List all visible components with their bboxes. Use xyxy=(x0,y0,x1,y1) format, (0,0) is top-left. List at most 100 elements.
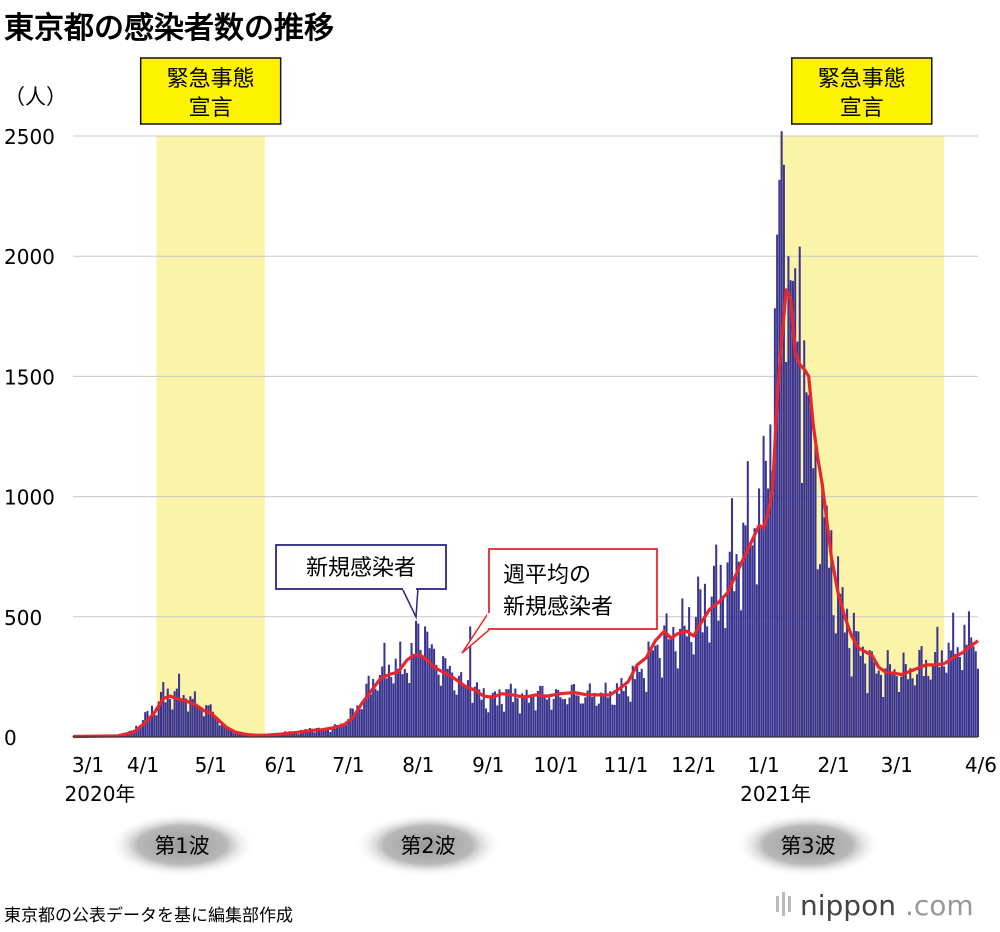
bar-day-367 xyxy=(900,676,903,737)
wave-labels: 第1波 第2波 第3波 xyxy=(108,813,882,877)
bar-day-69 xyxy=(227,728,230,737)
bar-day-129 xyxy=(363,700,366,737)
bar-day-378 xyxy=(925,659,928,737)
bar-day-318 xyxy=(789,280,792,737)
bar-day-62 xyxy=(211,711,214,737)
bar-day-23 xyxy=(123,735,126,737)
bar-day-150 xyxy=(410,643,413,737)
bar-day-65 xyxy=(218,725,221,737)
bar-day-141 xyxy=(390,676,393,737)
bar-day-253 xyxy=(642,678,646,737)
bar-day-262 xyxy=(663,625,666,737)
bar-day-122 xyxy=(347,719,350,737)
bar-day-198 xyxy=(518,713,521,737)
bar-day-230 xyxy=(591,697,594,737)
bar-day-304 xyxy=(758,488,761,737)
bar-day-189 xyxy=(498,689,501,737)
bar-day-182 xyxy=(482,688,485,737)
bar-day-192 xyxy=(505,689,508,737)
year-label: 2021年 xyxy=(740,782,811,806)
bar-day-103 xyxy=(304,729,307,737)
bar-day-168 xyxy=(451,672,454,737)
bar-day-116 xyxy=(333,724,336,737)
bar-day-61 xyxy=(209,704,212,737)
bar-day-71 xyxy=(232,732,235,737)
bar-day-238 xyxy=(609,691,612,737)
bar-day-263 xyxy=(665,613,668,737)
bar-day-72 xyxy=(234,733,237,737)
bar-day-216 xyxy=(559,697,562,737)
bar-day-190 xyxy=(500,703,503,737)
bar-day-240 xyxy=(613,704,616,737)
bar-day-97 xyxy=(290,732,293,737)
bar-day-275 xyxy=(692,654,695,737)
x-tick-label: 5/1 xyxy=(195,753,227,777)
y-tick-label: 1000 xyxy=(4,486,55,510)
bar-day-169 xyxy=(453,690,456,737)
bar-day-270 xyxy=(681,598,684,737)
bar-day-347 xyxy=(855,631,858,737)
bar-day-134 xyxy=(374,688,377,737)
x-tick-label: 7/1 xyxy=(332,753,364,777)
bar-day-382 xyxy=(934,652,937,737)
wave-label-1: 第1波 xyxy=(108,813,256,877)
bar-day-70 xyxy=(229,730,232,737)
bar-day-349 xyxy=(859,655,862,737)
bar-day-241 xyxy=(615,683,618,737)
bar-day-398 xyxy=(970,637,973,737)
bar-day-233 xyxy=(597,703,600,737)
bar-day-381 xyxy=(931,664,934,737)
bar-day-333 xyxy=(823,517,826,737)
bar-day-24 xyxy=(126,733,129,737)
bar-day-356 xyxy=(875,673,878,737)
bar-day-336 xyxy=(830,530,833,737)
bar-day-155 xyxy=(421,655,424,737)
bar-day-395 xyxy=(963,624,966,737)
bar-day-387 xyxy=(945,672,948,737)
bar-day-203 xyxy=(530,696,533,737)
bar-day-113 xyxy=(327,729,330,737)
bar-day-58 xyxy=(202,716,205,737)
bar-day-170 xyxy=(455,694,458,737)
bar-day-299 xyxy=(746,461,749,737)
emergency-label-line2: 宣言 xyxy=(189,96,233,121)
bar-day-40 xyxy=(162,682,165,737)
bar-day-251 xyxy=(638,671,641,737)
bar-day-379 xyxy=(927,676,930,737)
bar-day-114 xyxy=(329,731,332,737)
callout-label: 新規感染者 xyxy=(306,556,416,581)
bar-day-109 xyxy=(317,727,321,737)
source-note: 東京都の公表データを基に編集部作成 xyxy=(4,905,293,926)
bar-day-31 xyxy=(141,720,144,737)
bar-day-281 xyxy=(706,626,709,737)
bar-day-53 xyxy=(191,699,194,737)
bar-day-282 xyxy=(708,642,711,737)
bar-day-279 xyxy=(701,632,704,737)
bar-day-305 xyxy=(760,527,763,737)
bar-day-234 xyxy=(600,692,603,737)
bar-day-37 xyxy=(155,715,158,737)
callout-joint xyxy=(487,613,491,628)
bar-day-342 xyxy=(843,632,846,737)
bar-day-144 xyxy=(396,668,400,737)
bar-day-289 xyxy=(724,628,727,737)
bar-day-30 xyxy=(139,726,142,737)
bar-day-178 xyxy=(473,686,476,737)
bar-day-222 xyxy=(573,684,576,737)
bar-day-364 xyxy=(893,669,896,737)
bar-day-350 xyxy=(861,646,864,737)
bar-day-327 xyxy=(809,404,813,737)
bar-day-218 xyxy=(563,698,567,737)
bar-day-74 xyxy=(238,732,242,737)
bar-day-376 xyxy=(920,646,923,737)
bar-day-344 xyxy=(848,648,851,737)
nippon-logo: nippon .com xyxy=(776,889,974,922)
bar-day-400 xyxy=(974,651,977,737)
y-unit-label: （人） xyxy=(4,85,67,109)
bar-day-292 xyxy=(730,498,734,737)
bar-day-175 xyxy=(466,680,469,737)
bar-day-296 xyxy=(740,610,743,737)
bar-day-268 xyxy=(676,668,679,737)
bar-day-102 xyxy=(302,729,305,737)
bar-day-49 xyxy=(182,695,185,737)
